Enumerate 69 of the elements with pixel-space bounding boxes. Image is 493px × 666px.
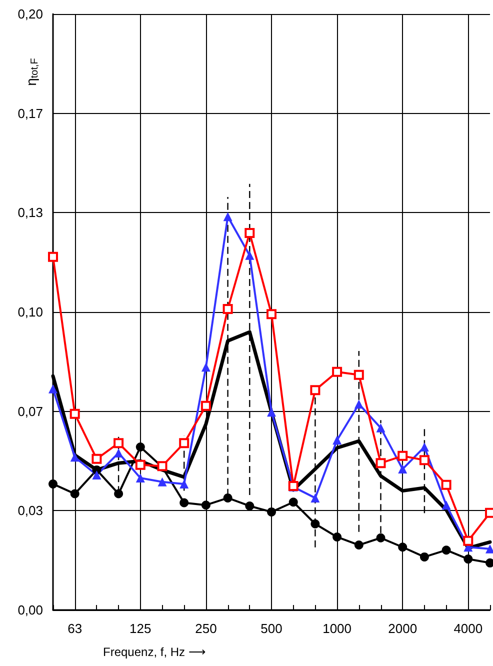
point (464, 554, 473, 564)
point (310, 385, 320, 396)
x-tick-label: 2000 (388, 621, 418, 636)
x-tick-label: 1000 (322, 621, 352, 636)
point (48, 384, 58, 394)
point (114, 438, 124, 448)
x-axis-title: Frequenz, f, Hz ⟶ (103, 645, 206, 659)
point (354, 540, 364, 550)
y-tick-label: 0,20 (18, 6, 43, 22)
point (463, 536, 474, 546)
point (420, 552, 429, 562)
point (354, 370, 364, 380)
point (201, 362, 210, 372)
x-tick-label: 125 (130, 621, 152, 636)
y-tick-label: 0,10 (18, 304, 43, 320)
y-tick-label: 0,00 (18, 602, 43, 618)
point (135, 460, 146, 470)
point (180, 498, 189, 508)
x-tick-label: 4000 (454, 621, 483, 636)
point (376, 458, 386, 468)
point (354, 400, 364, 409)
point (376, 533, 386, 542)
point (442, 500, 451, 510)
point (70, 452, 80, 462)
point (179, 438, 190, 448)
point (310, 493, 320, 502)
point (267, 408, 276, 417)
point (332, 532, 342, 542)
point (332, 436, 342, 445)
point (245, 502, 254, 510)
x-tick-label: 500 (260, 621, 282, 636)
point (200, 400, 211, 411)
point (70, 489, 80, 498)
point (267, 507, 276, 516)
point (398, 450, 408, 461)
point (223, 493, 232, 502)
point (398, 464, 408, 474)
point (114, 448, 124, 458)
y-axis-title: ηtot,F (23, 58, 40, 86)
point (332, 366, 342, 377)
point (92, 454, 102, 464)
point (92, 470, 102, 480)
point (114, 489, 124, 498)
point (310, 519, 320, 528)
y-tick-label: 0,07 (18, 404, 43, 419)
point (48, 252, 58, 262)
point (158, 477, 167, 486)
point (136, 473, 145, 482)
point (180, 479, 189, 488)
point (136, 442, 145, 452)
point (441, 480, 452, 490)
point (201, 500, 210, 510)
point (244, 228, 255, 238)
point (223, 212, 232, 222)
point (419, 455, 430, 466)
point (442, 546, 451, 555)
point (266, 309, 276, 320)
y-tick-label: 0,13 (18, 205, 43, 220)
point (398, 542, 408, 552)
point (376, 423, 386, 432)
point (70, 408, 80, 419)
point (48, 479, 58, 488)
point (288, 498, 298, 507)
y-tick-label: 0,17 (18, 106, 43, 121)
x-tick-label: 250 (195, 621, 217, 636)
point (245, 250, 254, 260)
point (222, 304, 233, 314)
y-tick-label: 0,03 (18, 503, 43, 518)
x-tick-label: 63 (68, 621, 82, 636)
